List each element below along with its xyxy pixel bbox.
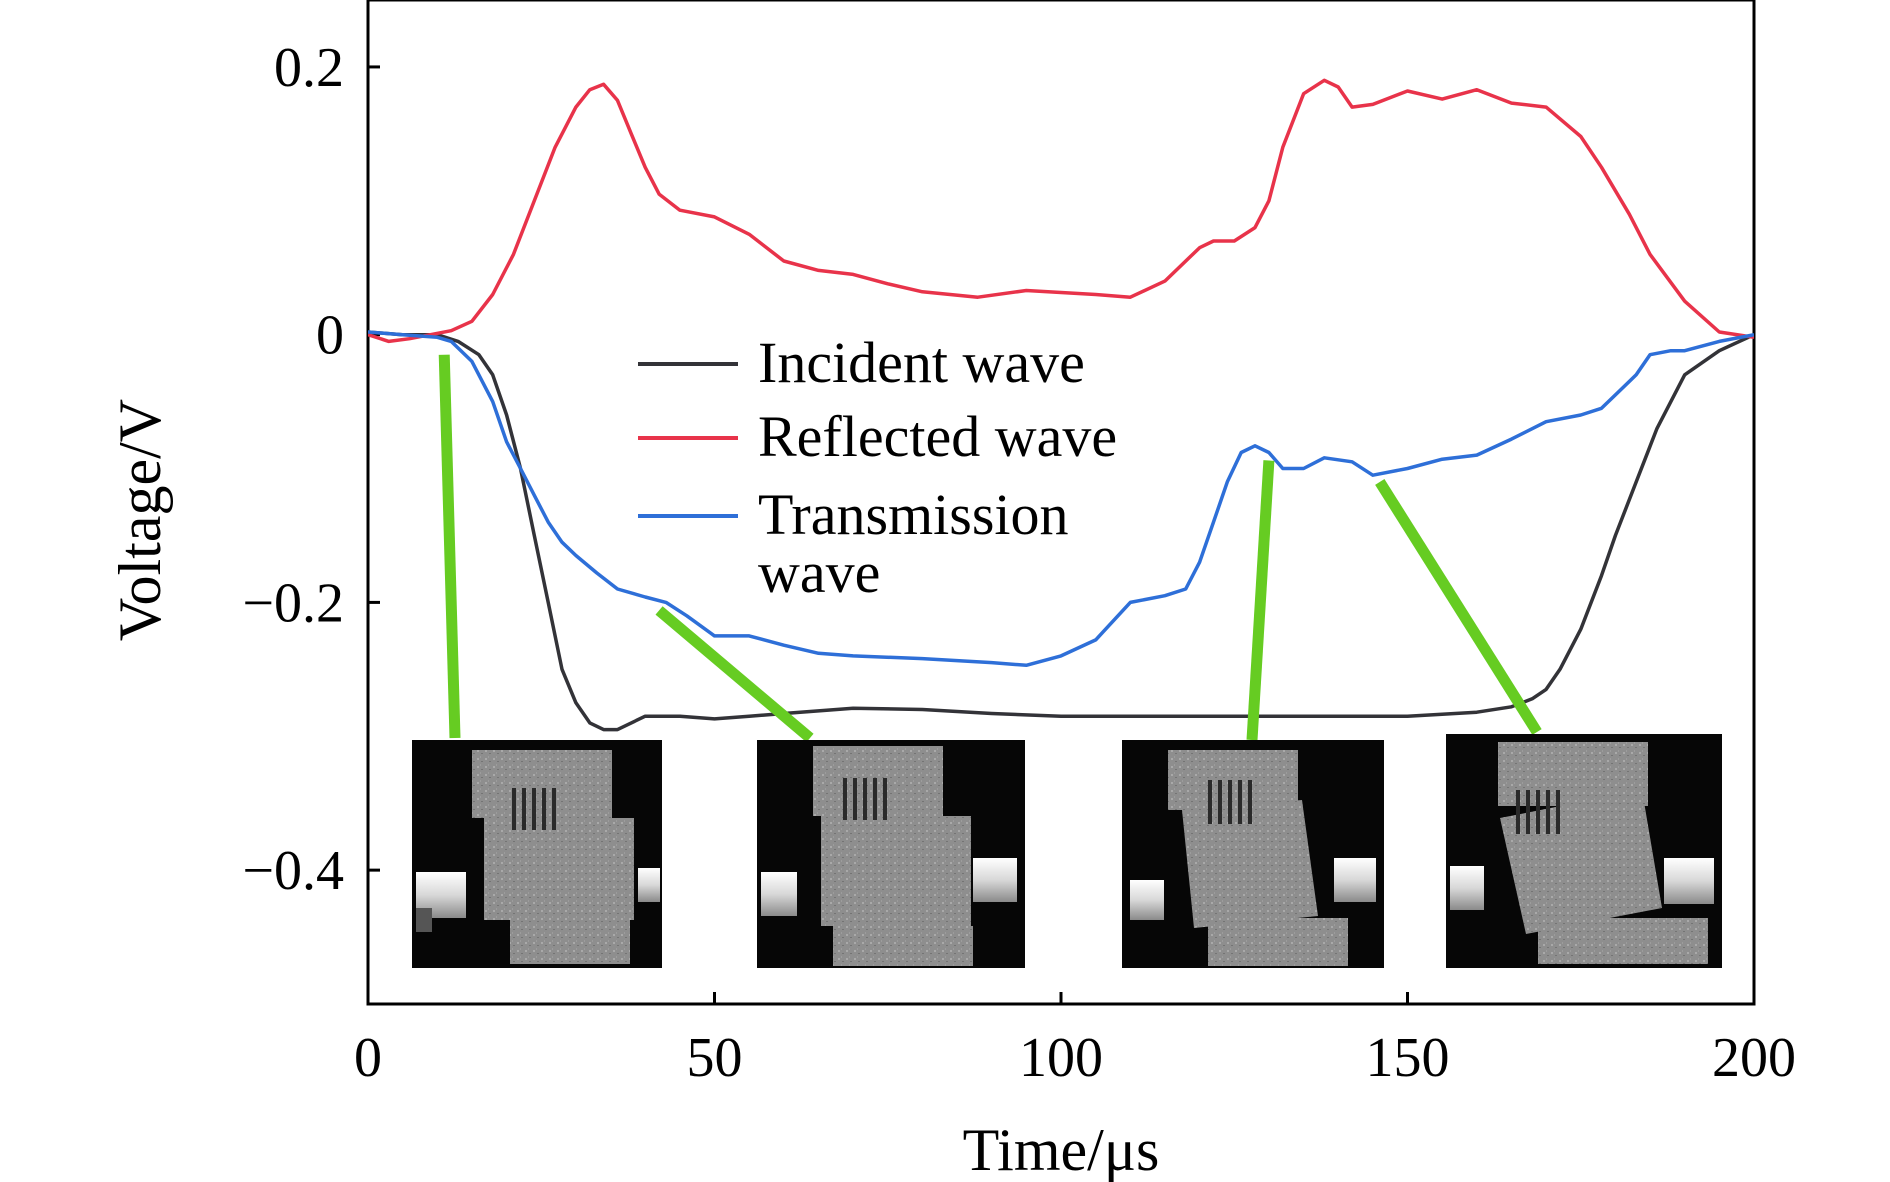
pointer-line-1 (438, 354, 461, 739)
legend-label-reflected-wave: Reflected wave (758, 404, 1117, 469)
pointer-line-2 (655, 606, 814, 743)
x-tick-label-100: 100 (1019, 1027, 1103, 1089)
x-axis-title: Time/μs (963, 1117, 1160, 1182)
inset-image-2 (757, 740, 1025, 968)
y-tick-label-1: 0 (316, 305, 344, 367)
pointer-line-3 (1246, 460, 1275, 741)
y-axis-title: Voltage/V (107, 399, 173, 641)
pointer-line-4 (1375, 478, 1542, 735)
axis-ticks: 0 50 100 150 200 0.2 0 −0.2 −0.4 (242, 37, 1796, 1089)
legend: Incident wave Reflected wave Transmissio… (638, 330, 1117, 605)
inset-image-1 (412, 740, 662, 968)
y-tick-label-0: 0.2 (274, 37, 344, 99)
series-line-transmission-wave (368, 330, 1754, 668)
annotation-pointers (438, 354, 1542, 743)
x-tick-label-150: 150 (1366, 1027, 1450, 1089)
inset-image-3 (1122, 740, 1384, 968)
x-tick-label-200: 200 (1712, 1027, 1796, 1089)
x-tick-label-0: 0 (354, 1027, 382, 1089)
legend-label-transmission-wave: Transmission wave (758, 482, 1069, 605)
legend-label-incident-wave: Incident wave (758, 330, 1085, 395)
y-tick-label-3: −0.4 (242, 840, 344, 902)
inset-image-4 (1446, 734, 1722, 968)
x-tick-label-50: 50 (687, 1027, 743, 1089)
series-line-reflected-wave (368, 78, 1754, 344)
y-tick-label-2: −0.2 (242, 572, 344, 634)
